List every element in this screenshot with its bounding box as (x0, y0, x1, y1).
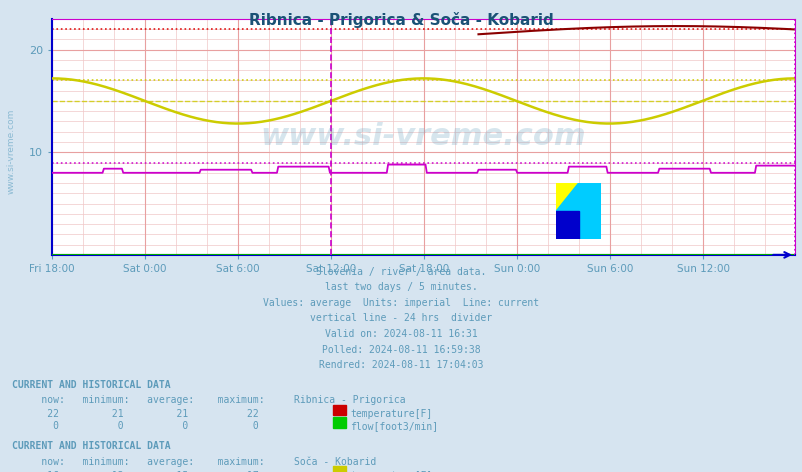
Polygon shape (555, 183, 578, 211)
Text: Ribnica - Prigorica & Soča - Kobarid: Ribnica - Prigorica & Soča - Kobarid (249, 12, 553, 28)
Text: CURRENT AND HISTORICAL DATA: CURRENT AND HISTORICAL DATA (12, 380, 171, 390)
Text: Slovenia / river / area data.: Slovenia / river / area data. (316, 267, 486, 277)
Text: Values: average  Units: imperial  Line: current: Values: average Units: imperial Line: cu… (263, 298, 539, 308)
Text: Valid on: 2024-08-11 16:31: Valid on: 2024-08-11 16:31 (325, 329, 477, 339)
Text: www.si-vreme.com: www.si-vreme.com (261, 122, 585, 152)
Polygon shape (555, 183, 601, 239)
Text: www.si-vreme.com: www.si-vreme.com (6, 109, 15, 194)
Text: 0          0          0           0: 0 0 0 0 (12, 421, 258, 431)
Text: vertical line - 24 hrs  divider: vertical line - 24 hrs divider (310, 313, 492, 323)
Polygon shape (555, 211, 578, 239)
Text: 22         21         21          22: 22 21 21 22 (12, 409, 258, 419)
Text: temperature[F]: temperature[F] (350, 409, 431, 419)
Text: 16         13         15          17: 16 13 15 17 (12, 471, 258, 472)
Text: CURRENT AND HISTORICAL DATA: CURRENT AND HISTORICAL DATA (12, 441, 171, 451)
Text: last two days / 5 minutes.: last two days / 5 minutes. (325, 282, 477, 292)
Text: Polled: 2024-08-11 16:59:38: Polled: 2024-08-11 16:59:38 (322, 345, 480, 354)
Text: now:   minimum:   average:    maximum:     Soča - Kobarid: now: minimum: average: maximum: Soča - K… (12, 456, 376, 467)
Text: flow[foot3/min]: flow[foot3/min] (350, 421, 438, 431)
Text: Rendred: 2024-08-11 17:04:03: Rendred: 2024-08-11 17:04:03 (319, 360, 483, 370)
Text: now:   minimum:   average:    maximum:     Ribnica - Prigorica: now: minimum: average: maximum: Ribnica … (12, 395, 405, 405)
Text: temperature[F]: temperature[F] (350, 471, 431, 472)
